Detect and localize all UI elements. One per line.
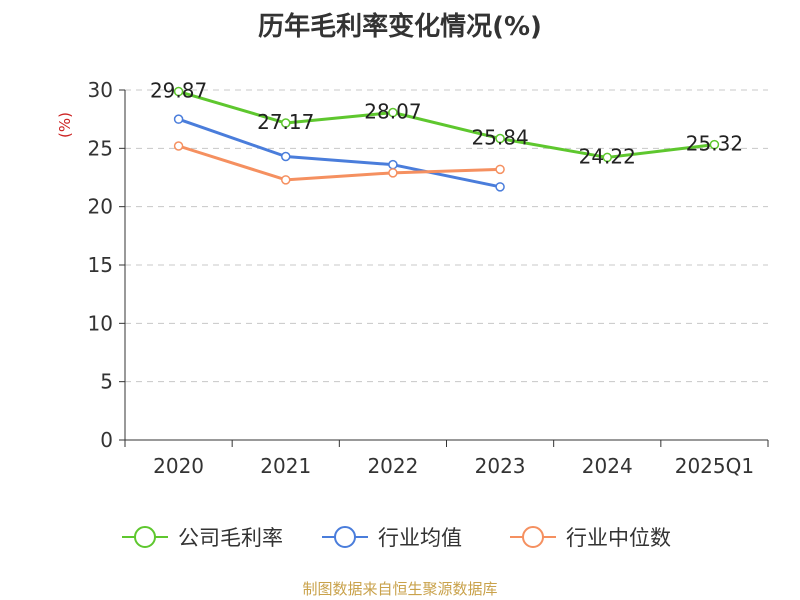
- data-point-1-2: [388, 159, 398, 170]
- data-point-2-0: [173, 141, 184, 151]
- x-tick-label-2025Q1: 2025Q1: [675, 454, 754, 478]
- data-point-1-0: [173, 114, 184, 124]
- series-lines: [173, 86, 720, 192]
- series-line-1: [178, 117, 501, 189]
- legend-marker-0: [134, 526, 156, 548]
- data-point-0-5: [709, 139, 720, 150]
- legend-marker-2: [522, 526, 544, 548]
- data-point-2-3: [495, 164, 505, 175]
- x-tick-label-2023: 2023: [475, 454, 526, 478]
- y-tick-label-5: 5: [100, 370, 113, 394]
- data-label-2: 28.07: [364, 100, 421, 124]
- data-point-1-3: [495, 182, 505, 192]
- axes: 0 5 10 15 20 25 30 2020 2021 2022 2023 2024 2025Q1 (%…: [56, 78, 769, 478]
- data-point-0-0: [173, 86, 184, 97]
- chart-title: 历年毛利率变化情况(%): [258, 12, 542, 42]
- y-tick-label-20: 20: [88, 195, 113, 219]
- data-label-4: 24.22: [579, 144, 636, 168]
- x-tick-label-2021: 2021: [260, 454, 311, 478]
- data-point-0-3: [495, 133, 505, 144]
- x-tick-label-2024: 2024: [582, 454, 633, 478]
- y-tick-label-25: 25: [88, 136, 113, 160]
- data-point-2-2: [388, 168, 398, 178]
- x-tick-label-2022: 2022: [367, 454, 418, 478]
- y-tick-label-15: 15: [88, 253, 113, 277]
- data-point-0-1: [281, 118, 291, 128]
- data-point-2-1: [281, 175, 291, 185]
- data-point-0-4: [602, 152, 612, 163]
- y-axis-label: (%): [56, 112, 74, 138]
- data-label-5: 25.32: [686, 132, 743, 156]
- source-footer: 制图数据来自恒生聚源数据库: [302, 580, 498, 598]
- data-point-0-2: [388, 107, 398, 118]
- x-tick-label-2020: 2020: [153, 454, 204, 478]
- y-tick-label-30: 30: [88, 78, 113, 102]
- series-line-2: [178, 144, 501, 182]
- y-tick-label-10: 10: [88, 311, 113, 335]
- series-line-0: [178, 90, 715, 159]
- legend-marker-1: [334, 526, 356, 548]
- data-label-0: 29.87: [150, 79, 207, 103]
- data-labels: 29.87 27.17 28.07 25.84 24.22 25.32: [150, 79, 743, 169]
- grid-lines: [125, 89, 768, 383]
- data-point-1-1: [281, 151, 291, 162]
- data-label-3: 25.84: [471, 126, 528, 150]
- legend-label-1: 行业均值: [378, 526, 462, 550]
- data-label-1: 27.17: [257, 110, 314, 134]
- y-tick-label-0: 0: [100, 428, 113, 452]
- legend-label-2: 行业中位数: [566, 526, 671, 550]
- legend: 公司毛利率 行业均值 行业中位数: [122, 526, 671, 550]
- legend-label-0: 公司毛利率: [178, 526, 283, 550]
